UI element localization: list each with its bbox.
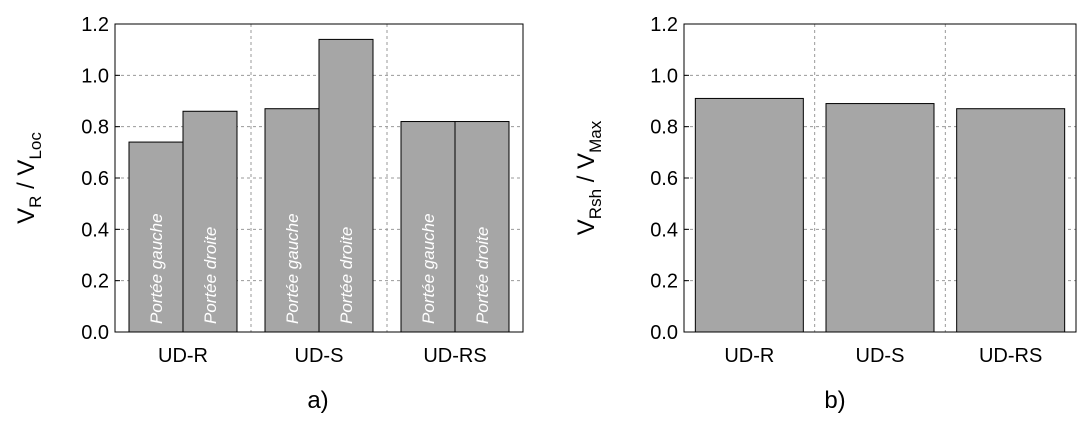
x-category-label: UD-S: [295, 345, 344, 367]
y-label-a-sep: /: [13, 176, 40, 196]
y-label-a-sub1: R: [26, 196, 45, 208]
y-ticks-b: 0.0 0.2 0.4 0.6 0.8 1.0 1.2: [650, 14, 689, 344]
y-tick-label: 0.4: [650, 219, 678, 241]
bar: [694, 97, 804, 333]
y-tick-label: 0.0: [650, 322, 678, 344]
y-tick-label: 0.8: [650, 117, 678, 139]
y-tick-label: 0.0: [81, 322, 109, 344]
y-label-b-sub1: Rsh: [586, 189, 605, 219]
bar-series-label: Portée droite: [201, 227, 220, 324]
x-category-label: UD-RS: [979, 345, 1042, 367]
bar-series-label: Portée gauche: [147, 213, 166, 324]
y-label-b-sub2: Max: [586, 120, 605, 153]
y-label-b-sep: /: [573, 169, 600, 189]
y-tick-label: 0.2: [650, 271, 678, 293]
y-label-a-main1: V: [13, 208, 40, 224]
bar-series-label: Portée gauche: [283, 213, 302, 324]
panel-label-a: a): [307, 387, 328, 414]
y-tick-label: 0.8: [81, 117, 109, 139]
y-ticks-a: 0.0 0.2 0.4 0.6 0.8 1.0 1.2: [81, 14, 120, 344]
y-label-b-main1: V: [573, 219, 600, 235]
bar: [400, 121, 456, 333]
bar-series-label: Portée gauche: [419, 213, 438, 324]
y-label-b-main2: V: [573, 153, 600, 169]
y-axis-label-b: VRsh / VMax: [573, 120, 605, 235]
y-tick-label: 1.0: [81, 65, 109, 87]
bar: [318, 38, 374, 333]
y-tick-label: 0.6: [650, 168, 678, 190]
x-categories-b: UD-R UD-S UD-RS: [724, 345, 1042, 367]
y-label-a-sub2: Loc: [26, 132, 45, 160]
y-tick-label: 1.0: [650, 65, 678, 87]
y-tick-label: 1.2: [650, 14, 678, 36]
bar: [264, 108, 320, 333]
x-category-label: UD-R: [158, 345, 208, 367]
y-axis-label-a: VR / VLoc: [13, 132, 45, 224]
bar: [956, 108, 1066, 333]
x-category-label: UD-S: [856, 345, 905, 367]
y-tick-label: 0.6: [81, 168, 109, 190]
bars-b: [694, 97, 1066, 333]
bar-series-label: Portée droite: [337, 227, 356, 324]
chart-b: 0.00.20.40.60.81.01.2 UD-R UD-S UD-RS VRsh…: [573, 14, 1077, 414]
y-tick-label: 1.2: [81, 14, 109, 36]
bar: [825, 103, 935, 333]
bar: [454, 121, 510, 333]
chart-a: Portée gauche Portée droite Portée gauche P…: [13, 14, 524, 414]
y-tick-label: 0.2: [81, 271, 109, 293]
x-categories-a: UD-R UD-S UD-RS: [158, 345, 487, 367]
bars-a: Portée gauche Portée droite Portée gauche P…: [128, 38, 510, 333]
bar: [182, 110, 238, 333]
x-category-label: UD-RS: [423, 345, 486, 367]
bar-series-label: Portée droite: [473, 227, 492, 324]
panel-label-b: b): [824, 387, 845, 414]
y-label-a-main2: V: [13, 160, 40, 176]
x-category-label: UD-R: [724, 345, 774, 367]
y-tick-label: 0.4: [81, 219, 109, 241]
bar: [128, 141, 184, 333]
